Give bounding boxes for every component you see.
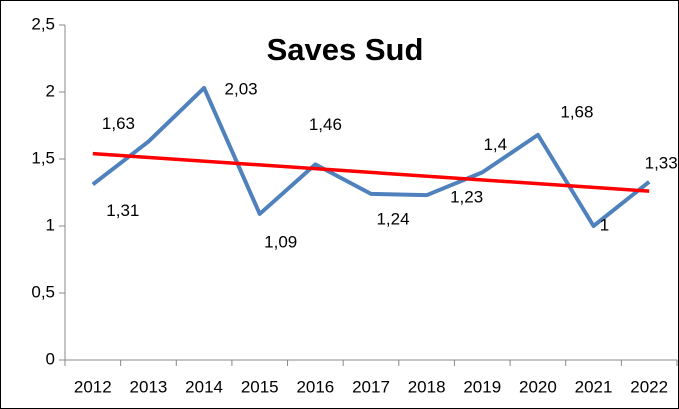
data-label: 2,03 [225,79,258,98]
x-tick-label: 2015 [241,377,279,396]
y-tick-label: 2 [46,81,55,100]
x-tick-label: 2021 [575,377,613,396]
x-tick-label: 2012 [74,377,112,396]
x-tick-label: 2020 [519,377,557,396]
data-label: 1,68 [560,102,593,121]
trend-line [92,151,650,193]
data-label: 1,24 [376,209,409,228]
y-tick-label: 1,5 [31,148,55,167]
data-line [91,85,651,228]
y-tick-label: 0 [46,349,55,368]
x-tick-label: 2013 [130,377,168,396]
data-label: 1,09 [264,232,297,251]
data-label: 1,4 [483,135,507,154]
data-label: 1 [600,215,609,234]
chart-title: Saves Sud [267,32,424,67]
y-tick-label: 2,5 [31,14,55,33]
x-tick-label: 2016 [296,377,334,396]
x-tick-label: 2018 [408,377,446,396]
x-tick-label: 2017 [352,377,390,396]
data-label: 1,63 [102,114,135,133]
y-tick-label: 0,5 [31,282,55,301]
data-label: 1,31 [106,201,139,220]
data-label: 1,33 [645,153,678,172]
data-label: 1,46 [309,115,342,134]
x-tick-label: 2022 [630,377,668,396]
data-label: 1,23 [450,188,483,207]
x-tick-label: 2019 [463,377,501,396]
y-tick-label: 1 [46,215,55,234]
x-tick-label: 2014 [185,377,223,396]
